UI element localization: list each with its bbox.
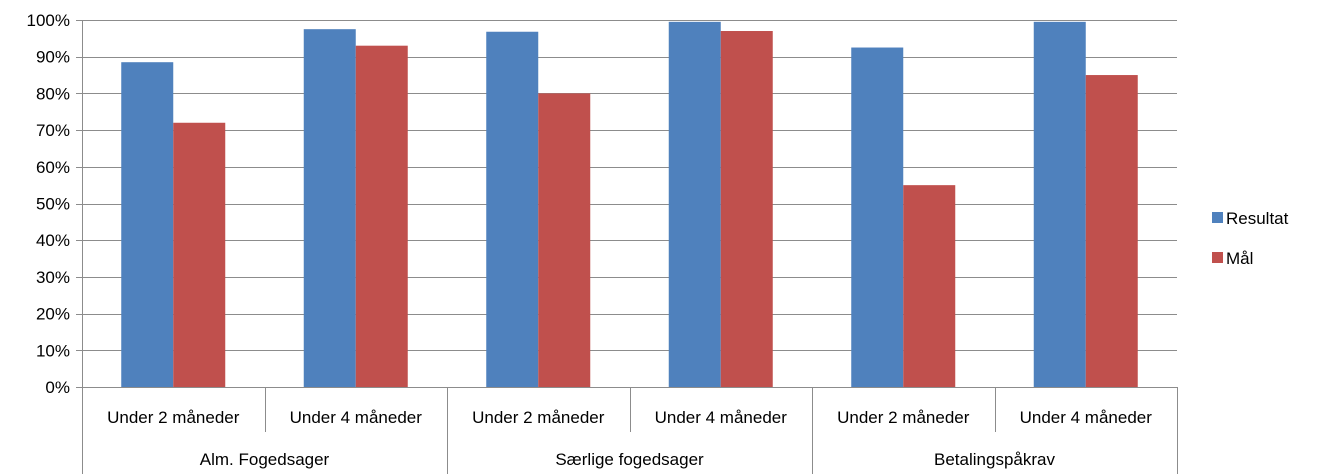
y-tick-label: 90% (36, 48, 70, 67)
x-category-labels: Under 2 måneder Under 4 måneder Under 2 må… (107, 408, 1152, 469)
y-tick-label: 50% (36, 195, 70, 214)
y-tick-label: 0% (45, 378, 70, 397)
x-group-label: Alm. Fogedsager (200, 450, 330, 469)
bar-resultat (851, 47, 904, 388)
y-tick-label: 80% (36, 84, 70, 103)
y-tick-label: 60% (36, 158, 70, 177)
legend-swatch (1212, 212, 1223, 223)
y-tick-label: 10% (36, 341, 70, 360)
bar-resultat (121, 62, 174, 388)
legend: Resultat Mål (1212, 209, 1289, 268)
x-category-label: Under 2 måneder (837, 408, 970, 427)
bar-maal (355, 45, 408, 387)
y-tick-label: 20% (36, 305, 70, 324)
bar-resultat (486, 31, 539, 388)
legend-label: Resultat (1226, 209, 1289, 228)
bar-maal (1085, 75, 1138, 388)
legend-swatch (1212, 252, 1223, 263)
x-category-label: Under 4 måneder (290, 408, 423, 427)
bar-maal (538, 93, 591, 388)
y-tick-label: 40% (36, 231, 70, 250)
bar-maal (173, 122, 226, 387)
bar-maal (720, 31, 773, 387)
bar-resultat (1033, 21, 1086, 388)
y-tick-labels: 0% 10% 20% 30% 40% 50% 60% 70% 80% 90% 100% (27, 11, 70, 397)
bars (121, 21, 1138, 388)
x-category-label: Under 4 måneder (655, 408, 788, 427)
bar-resultat (668, 21, 721, 388)
axes (76, 20, 1178, 474)
x-category-label: Under 2 måneder (472, 408, 605, 427)
x-group-label: Betalingspåkrav (934, 450, 1055, 469)
gridlines (82, 20, 1177, 388)
legend-label: Mål (1226, 249, 1253, 268)
bar-maal (903, 185, 956, 387)
x-category-label: Under 4 måneder (1020, 408, 1153, 427)
x-group-label: Særlige fogedsager (555, 450, 704, 469)
y-tick-label: 30% (36, 268, 70, 287)
bar-resultat (303, 29, 356, 388)
y-tick-label: 100% (27, 11, 70, 30)
y-tick-label: 70% (36, 121, 70, 140)
x-category-label: Under 2 måneder (107, 408, 240, 427)
